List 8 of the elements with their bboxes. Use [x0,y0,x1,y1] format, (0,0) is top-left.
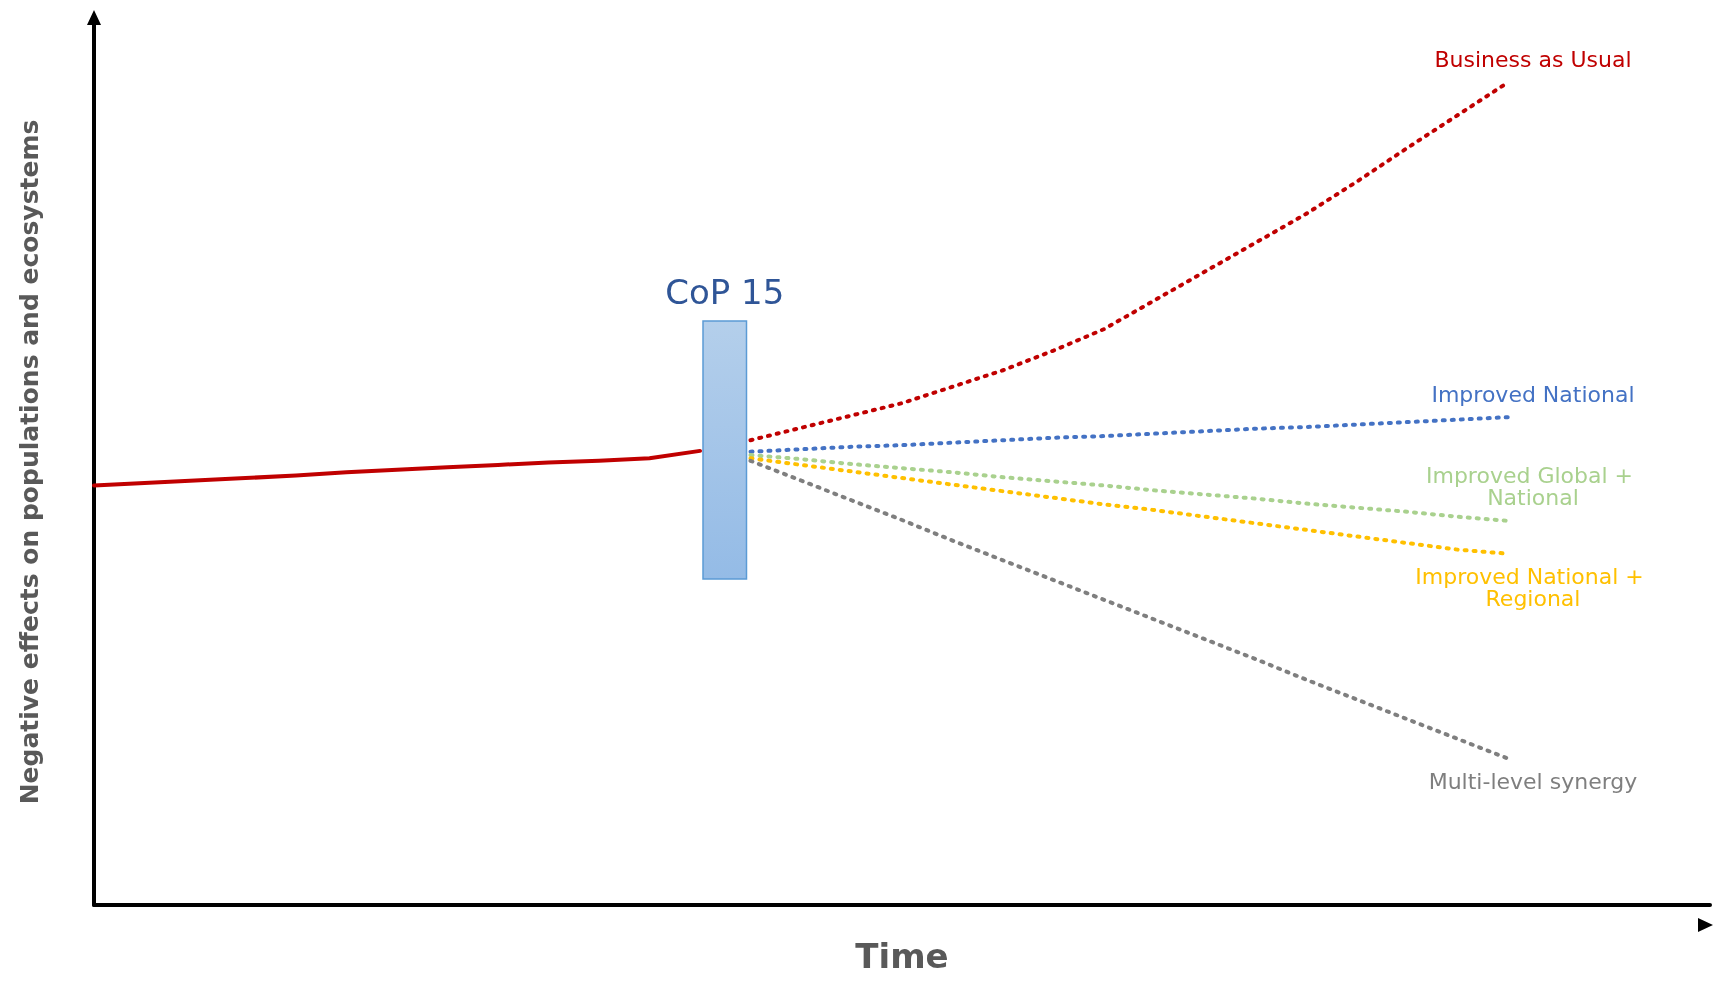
x-axis-title: Time [855,936,949,976]
series-label: Improved National [1431,381,1635,407]
y-axis-title: Negative effects on populations and ecosystems [15,119,44,805]
series-label: Business as Usual [1434,46,1632,72]
annotation: CoP 15 [665,271,785,312]
series-label: Improved Global + National [1425,463,1641,511]
series-label: Improved National + Regional [1415,564,1651,612]
series-label: Multi-level synergy [1428,769,1638,795]
